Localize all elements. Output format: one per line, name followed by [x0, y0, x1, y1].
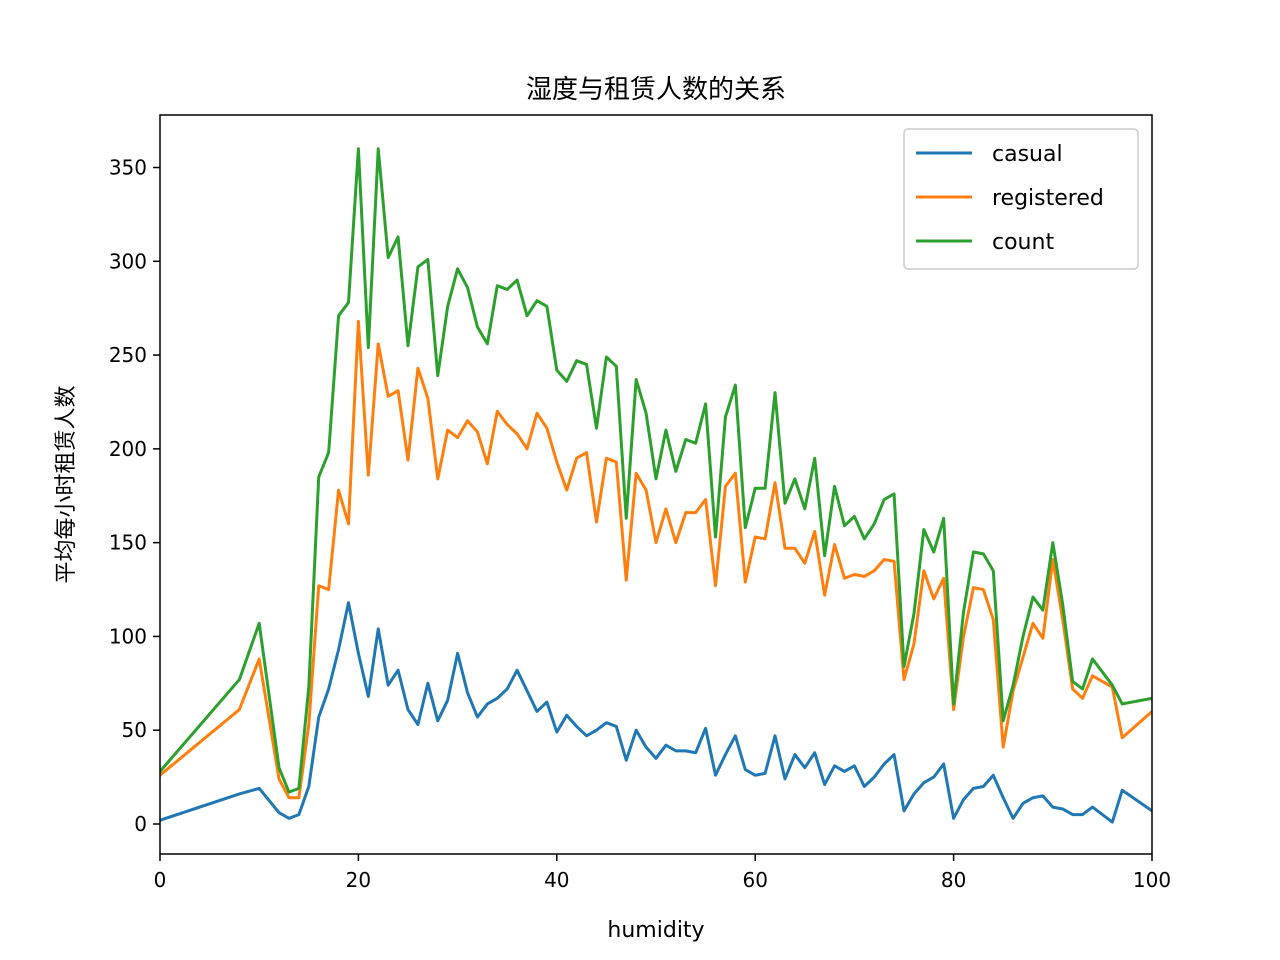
series-line-count	[160, 147, 1152, 794]
x-axis: 0 20 40 60 80 100	[154, 854, 1171, 892]
x-axis-label: humidity	[607, 918, 704, 943]
x-tick-label: 20	[346, 868, 371, 892]
legend-label-registered: registered	[992, 186, 1104, 211]
chart-title: 湿度与租赁人数的关系	[526, 75, 786, 105]
series-line-registered	[160, 319, 1152, 800]
legend-label-casual: casual	[992, 142, 1063, 167]
legend-box	[903, 128, 1139, 270]
x-tick-label: 40	[544, 868, 569, 892]
y-axis-label: 平均每小时租赁人数	[54, 385, 79, 583]
legend-label-count: count	[992, 230, 1054, 255]
y-tick-label: 300	[109, 249, 147, 273]
y-axis: 0 50 100 150 200 250 300 350	[109, 156, 160, 836]
y-tick-label: 350	[109, 156, 147, 180]
y-tick-label: 0	[134, 812, 147, 836]
x-tick-label: 0	[154, 868, 167, 892]
x-tick-label: 80	[941, 868, 966, 892]
legend: casual registered count	[903, 128, 1139, 270]
plot-area	[159, 114, 1153, 855]
y-tick-label: 150	[109, 531, 147, 555]
y-tick-label: 100	[109, 624, 147, 648]
y-tick-label: 250	[109, 343, 147, 367]
x-tick-label: 100	[1133, 868, 1171, 892]
y-tick-label: 50	[122, 718, 147, 742]
y-tick-label: 200	[109, 437, 147, 461]
x-tick-label: 60	[742, 868, 767, 892]
series-line-casual	[160, 601, 1152, 824]
plot-frame	[159, 114, 1153, 855]
